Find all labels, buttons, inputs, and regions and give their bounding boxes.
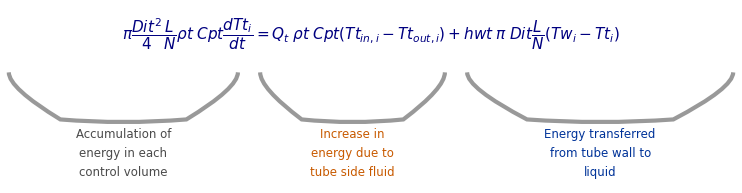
Text: Energy transferred
from tube wall to
liquid: Energy transferred from tube wall to liq… [545, 128, 656, 179]
Text: Increase in
energy due to
tube side fluid: Increase in energy due to tube side flui… [310, 128, 395, 179]
Text: $\pi \dfrac{Dit^2}{4} \dfrac{L}{N} \rho t \; Cpt \dfrac{dTt_i}{dt} = Q_t \; \rho: $\pi \dfrac{Dit^2}{4} \dfrac{L}{N} \rho … [122, 16, 620, 52]
Text: Accumulation of
energy in each
control volume: Accumulation of energy in each control v… [76, 128, 171, 179]
